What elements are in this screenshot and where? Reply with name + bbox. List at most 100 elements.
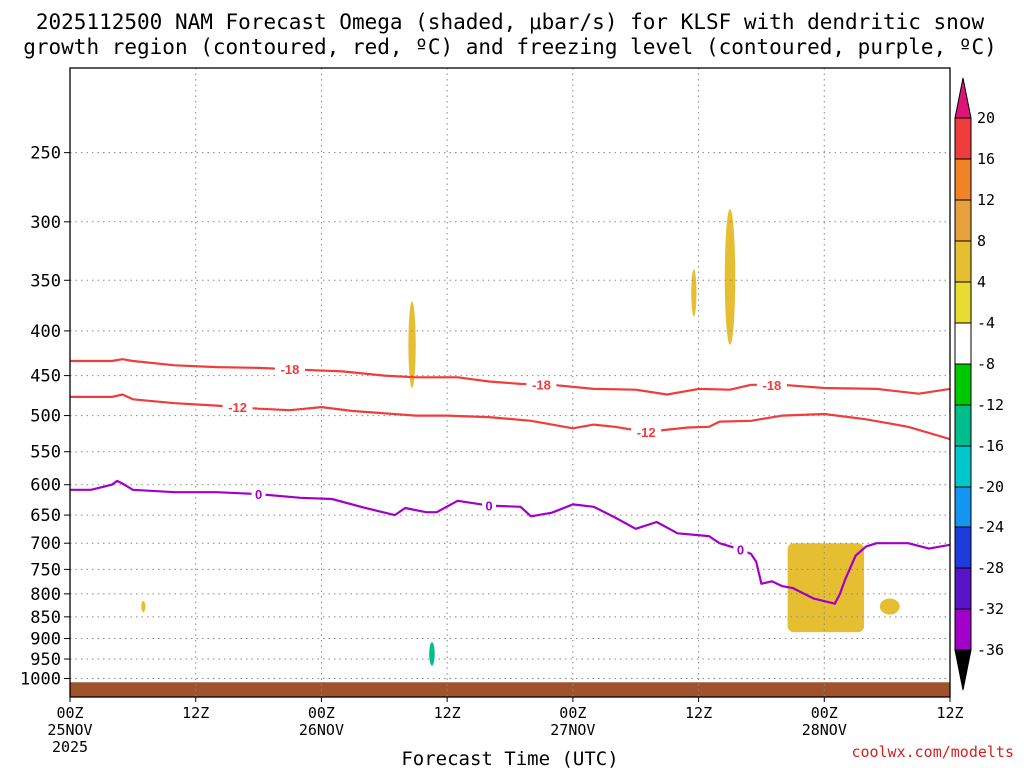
omega-area-2 [257, 600, 270, 615]
contour-label: 0 [737, 543, 744, 558]
plot-frame [69, 67, 951, 698]
colorbar-swatch [954, 526, 972, 569]
contour-label: -12 [228, 400, 247, 415]
colorbar-swatch [954, 281, 972, 324]
omega-area-8 [787, 543, 865, 633]
y-tick-label: 950 [30, 650, 61, 670]
colorbar-swatch [954, 486, 972, 528]
grid-layer [70, 68, 950, 697]
y-tick-label: 350 [30, 271, 61, 291]
contour-label-bg [482, 498, 497, 513]
colorbar-tick-label: -12 [977, 396, 1004, 414]
y-axis: 2503003504004505005506006507007508008509… [20, 144, 70, 689]
colorbar-swatch [954, 240, 972, 283]
y-tick-label: 900 [30, 630, 61, 650]
contour-label: -12 [637, 425, 656, 440]
colorbar-top-triangle [954, 77, 972, 119]
colorbar-tick-label: -24 [977, 518, 1004, 536]
x-tick-label: 2025 [52, 738, 88, 756]
ground-fill [70, 682, 950, 697]
y-tick-label: 650 [30, 506, 61, 526]
y-tick-label: 400 [30, 322, 61, 342]
y-tick-label: 500 [30, 407, 61, 427]
ground-layer [70, 682, 950, 697]
x-tick-label: 12Z [685, 704, 712, 722]
colorbar-swatch [954, 199, 972, 242]
contour-label: -18 [281, 362, 300, 377]
omega-area-0 [127, 448, 139, 608]
colorbar-bottom-triangle [954, 649, 972, 691]
contour-dgz-12 [70, 393, 950, 441]
colorbar-swatch [954, 322, 972, 365]
x-tick-label: 27NOV [550, 721, 595, 739]
contour-label-bg [733, 542, 748, 557]
contour-dgz-18 [70, 358, 950, 396]
omega-area-core-5 [429, 642, 435, 666]
y-tick-label: 800 [30, 585, 61, 605]
x-tick-label: 00Z [308, 704, 335, 722]
colorbar-tick-label: -36 [977, 641, 1004, 659]
x-tick-label: 00Z [559, 704, 586, 722]
chart-title-line-2: growth region (contoured, red, ºC) and f… [23, 35, 997, 59]
x-tick-label: 12Z [182, 704, 209, 722]
contour-labels-layer: -18 -18 -18 -12 -12 0 0 0 [222, 362, 787, 558]
omega-area-1 [141, 600, 146, 613]
contour-freezing-level [70, 479, 950, 605]
contour-label: -18 [532, 377, 551, 392]
colorbar-tick-label: 8 [977, 232, 986, 250]
omega-area-4 [407, 605, 412, 617]
colorbar-swatch [954, 445, 972, 488]
contour-label-bg [631, 424, 662, 439]
contour-label-bg [222, 400, 253, 415]
colorbar-swatch [954, 567, 972, 610]
y-tick-label: 250 [30, 144, 61, 164]
colorbar-tick-label: -16 [977, 437, 1004, 455]
colorbar-swatch [954, 117, 972, 160]
contour-label-bg [526, 377, 557, 392]
contour-label-bg [275, 362, 305, 377]
colorbar-swatch [954, 404, 972, 447]
y-tick-label: 750 [30, 560, 61, 580]
contour-label-bg [756, 377, 787, 392]
y-tick-label: 550 [30, 443, 61, 463]
contour-label: -18 [763, 378, 782, 393]
x-tick-label: 26NOV [299, 721, 344, 739]
colorbar-tick-label: 20 [977, 109, 995, 127]
y-tick-label: 300 [30, 213, 61, 233]
omega-area-9 [879, 598, 900, 615]
y-tick-label: 850 [30, 608, 61, 628]
credit-text: coolwx.com/modelts [851, 743, 1014, 761]
omega-shading-layer [127, 208, 900, 673]
contour-label: 0 [255, 487, 262, 502]
colorbar-tick-label: -20 [977, 478, 1004, 496]
colorbar-swatch [954, 608, 972, 651]
x-tick-label: 25NOV [47, 721, 92, 739]
y-tick-label: 450 [30, 367, 61, 387]
y-tick-label: 700 [30, 534, 61, 554]
colorbar-tick-label: 16 [977, 150, 995, 168]
colorbar-tick-label: -4 [977, 314, 995, 332]
x-tick-label: 00Z [811, 704, 838, 722]
y-tick-label: 1000 [20, 669, 61, 689]
x-tick-label: 28NOV [802, 721, 847, 739]
colorbar: 20 16 12 8 4 -4 -8 -12 -16 -20 -24 -28 -32 -36 [954, 77, 1004, 691]
colorbar-tick-label: 4 [977, 273, 986, 291]
colorbar-swatch [954, 158, 972, 201]
colorbar-tick-label: -28 [977, 559, 1004, 577]
chart-title-line-1: 2025112500 NAM Forecast Omega (shaded, μ… [36, 10, 985, 34]
x-tick-label: 00Z [56, 704, 83, 722]
colorbar-tick-label: -32 [977, 600, 1004, 618]
y-tick-label: 600 [30, 476, 61, 496]
colorbar-tick-label: 12 [977, 191, 995, 209]
colorbar-tick-label: -8 [977, 355, 995, 373]
omega-area-7 [724, 208, 736, 345]
x-tick-label: 12Z [936, 704, 963, 722]
contour-label: 0 [485, 499, 492, 514]
x-axis-label: Forecast Time (UTC) [401, 748, 618, 768]
contour-label-bg [251, 487, 266, 502]
omega-area-3 [408, 301, 416, 389]
x-tick-label: 12Z [434, 704, 461, 722]
colorbar-swatch [954, 363, 972, 406]
